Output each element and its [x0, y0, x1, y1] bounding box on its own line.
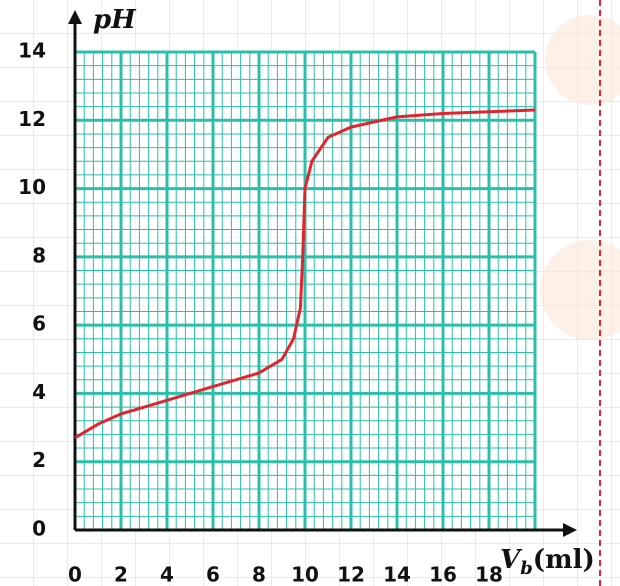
y-axis-arrow: [68, 10, 82, 24]
y-tick-label: 4: [32, 380, 46, 404]
y-tick-label: 2: [32, 448, 46, 472]
x-axis-label: Vb(ml): [500, 545, 595, 579]
y-tick-label: 0: [32, 517, 46, 541]
x-label-main: V: [500, 545, 523, 575]
data-line: [74, 108, 536, 440]
x-label-unit: (ml): [533, 545, 595, 575]
x-tick-label: 8: [252, 563, 266, 586]
y-tick-label: 10: [18, 175, 46, 199]
x-label-sub: b: [520, 558, 533, 579]
x-axis-arrow: [563, 523, 577, 537]
y-tick-label: 8: [32, 243, 46, 267]
x-tick-label: 14: [383, 563, 411, 586]
y-tick-label: 12: [18, 107, 46, 131]
x-tick-label: 0: [68, 563, 82, 586]
y-axis-label: pH: [93, 5, 137, 35]
x-tick-label: 4: [160, 563, 174, 586]
x-tick-label: 10: [291, 563, 319, 586]
y-tick-label: 14: [18, 39, 46, 63]
x-tick-label: 16: [429, 563, 457, 586]
x-tick-label: 6: [206, 563, 220, 586]
x-tick-label: 12: [337, 563, 365, 586]
x-tick-label: 2: [114, 563, 128, 586]
y-tick-label: 6: [32, 312, 46, 336]
x-tick-label: 18: [475, 563, 503, 586]
watermark: [545, 15, 620, 105]
